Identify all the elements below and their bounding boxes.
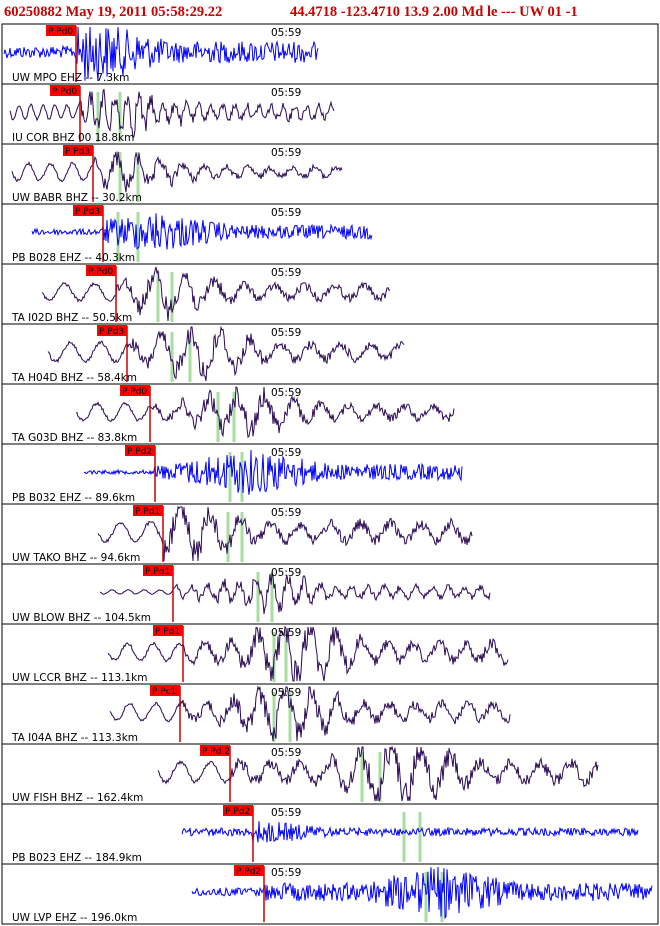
- time-marker: 05:59: [271, 387, 301, 399]
- station-label: IU COR BHZ 00 18.8km: [12, 132, 134, 144]
- waveform: [97, 505, 473, 562]
- pick-box: [97, 325, 127, 336]
- time-marker: 05:59: [271, 627, 301, 639]
- pick-box: [150, 685, 180, 696]
- pick-label: P Pd0: [48, 27, 73, 37]
- pick-box: [73, 205, 103, 216]
- pick-box: [46, 25, 76, 36]
- pick-label: P Pd3: [99, 327, 124, 337]
- pick-label: P Pd3: [75, 207, 100, 217]
- pick-label: P Pd3: [65, 147, 90, 157]
- pick-label: P Pd1: [145, 567, 170, 577]
- station-label: UW TAKO BHZ -- 94.6km: [12, 552, 140, 564]
- time-marker: 05:59: [271, 747, 301, 759]
- pick-label: P Pd1: [135, 507, 160, 517]
- time-marker: 05:59: [271, 147, 301, 159]
- pick-label: P Pd1: [155, 627, 180, 637]
- waveform: [3, 26, 319, 82]
- trace-panel: [1, 863, 659, 925]
- waveform: [181, 821, 639, 843]
- event-header: 60250882 May 19, 2011 05:58:29.22 44.471…: [2, 2, 658, 24]
- pick-box: [133, 505, 163, 516]
- station-label: PB B028 EHZ -- 40.3km: [12, 252, 135, 264]
- pick-label: P Pd0: [122, 387, 147, 397]
- pick-box: [143, 565, 173, 576]
- event-info: 44.4718 -123.4710 13.9 2.00 Md le --- UW…: [290, 4, 578, 20]
- waveform: [99, 572, 491, 614]
- waveform: [11, 151, 343, 193]
- station-label: UW FISH BHZ -- 162.4km: [12, 792, 143, 804]
- time-marker: 05:59: [271, 87, 301, 99]
- station-label: UW LCCR BHZ -- 113.1km: [12, 672, 147, 684]
- time-marker: 05:59: [271, 267, 301, 279]
- station-label: PB B032 EHZ -- 89.6km: [12, 492, 135, 504]
- pick-label: P Pd2: [127, 447, 152, 457]
- station-label: TA G03D BHZ -- 83.8km: [11, 432, 137, 444]
- station-label: UW BABR BHZ -- 30.2km: [12, 192, 142, 204]
- pick-box: [120, 385, 150, 396]
- waveform: [47, 325, 405, 382]
- pick-box: [153, 625, 183, 636]
- event-id-and-time: 60250882 May 19, 2011 05:58:29.22: [4, 4, 222, 21]
- pick-box: [200, 745, 230, 756]
- pick-label: P Pd0: [88, 267, 113, 277]
- station-label: TA H04D BHZ -- 58.4km: [11, 372, 137, 384]
- waveform: [109, 685, 511, 742]
- time-marker: 05:59: [271, 807, 301, 819]
- pick-label: P Pd2: [225, 807, 250, 817]
- waveform: [107, 625, 509, 682]
- pick-label: P Pd 2: [202, 747, 230, 757]
- station-label: UW LVP EHZ -- 196.0km: [12, 912, 137, 924]
- event-time: May 19, 2011 05:58:29.22: [65, 4, 223, 20]
- pick-box: [223, 805, 253, 816]
- time-marker: 05:59: [271, 327, 301, 339]
- station-label: UW MPO EHZ -- 7.3km: [12, 72, 129, 84]
- station-label: TA I02D BHZ -- 50.5km: [11, 312, 132, 324]
- waveform: [31, 213, 373, 250]
- waveform: [75, 386, 455, 439]
- waveform: [157, 745, 599, 802]
- time-marker: 05:59: [271, 687, 301, 699]
- pick-label: P Pc1: [152, 687, 176, 697]
- pick-box: [63, 145, 93, 156]
- pick-box: [86, 265, 116, 276]
- waveform: [83, 449, 463, 495]
- event-id: 60250882: [4, 4, 62, 20]
- pick-box: [50, 85, 80, 96]
- station-label: PB B023 EHZ -- 184.9km: [12, 852, 142, 864]
- station-label: UW BLOW BHZ -- 104.5km: [12, 612, 151, 624]
- time-marker: 05:59: [271, 867, 301, 879]
- pick-label: P Pd2: [236, 867, 261, 877]
- waveform: [41, 266, 391, 322]
- time-marker: 05:59: [271, 567, 301, 579]
- pick-box: [125, 445, 155, 456]
- pick-label: P Pd0: [52, 87, 77, 97]
- time-marker: 05:59: [271, 447, 301, 459]
- station-label: TA I04A BHZ -- 113.3km: [11, 732, 138, 744]
- pick-box: [234, 865, 264, 876]
- time-marker: 05:59: [271, 507, 301, 519]
- time-marker: 05:59: [271, 27, 301, 39]
- waveform: [191, 866, 653, 920]
- time-marker: 05:59: [271, 207, 301, 219]
- waveform: [9, 89, 335, 140]
